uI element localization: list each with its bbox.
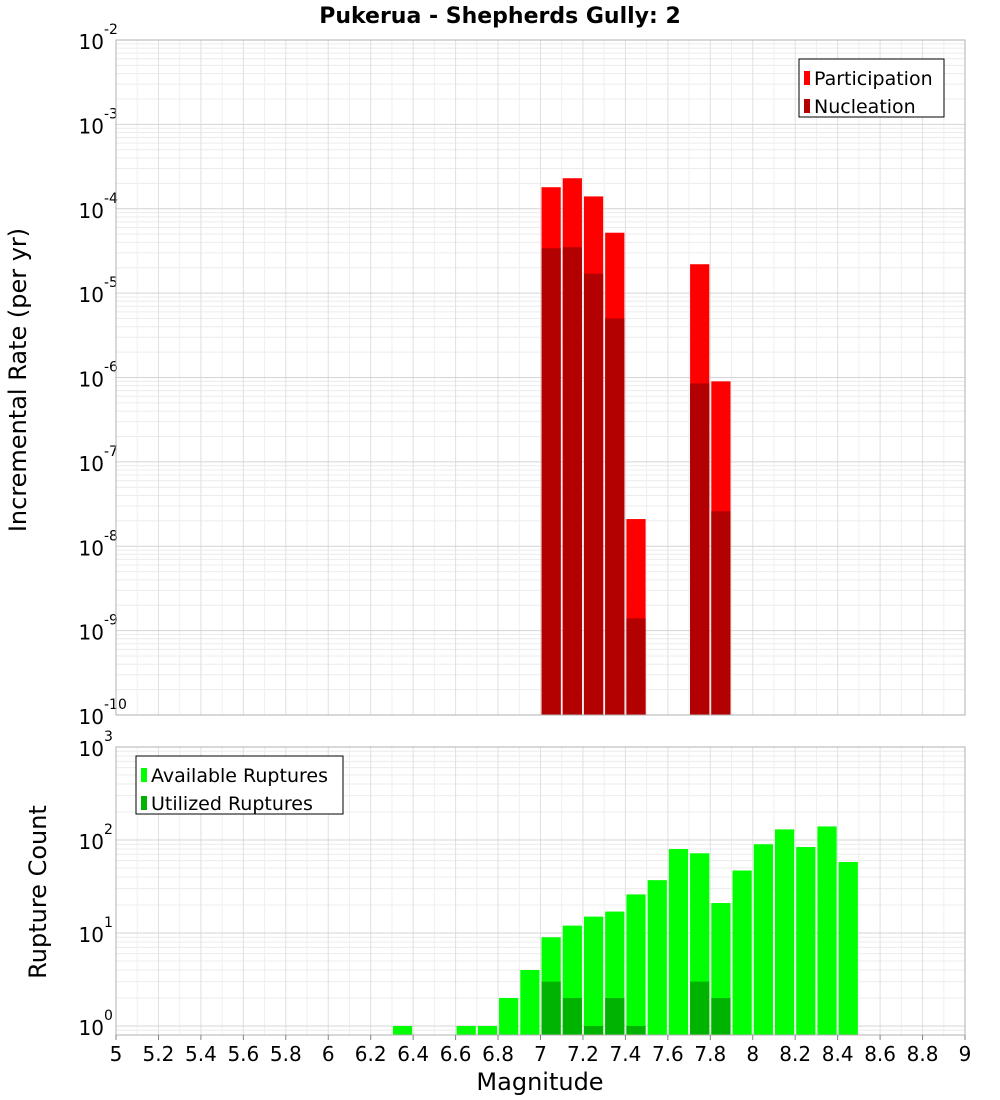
y-tick-exponent: -6: [104, 360, 118, 376]
bar-1: [583, 1025, 604, 1035]
y-tick-label: 10: [79, 199, 104, 223]
y-tick-label: 10: [79, 621, 104, 645]
bottom-y-axis-label: Rupture Count: [24, 805, 52, 979]
y-tick-exponent: -9: [104, 613, 118, 629]
bar-1: [583, 273, 604, 715]
x-tick-label: 8: [746, 1042, 759, 1066]
x-tick-label: 6.8: [482, 1042, 514, 1066]
bar-0: [668, 849, 689, 1035]
bar-1: [541, 981, 561, 1035]
bar-1: [626, 1025, 646, 1035]
bar-1: [626, 618, 646, 715]
bar-0: [732, 870, 752, 1035]
rate-plot: 10-210-310-410-510-610-710-810-910 -10Par…: [79, 22, 966, 729]
y-tick-label: 10: [79, 923, 104, 947]
x-tick-label: 9: [959, 1042, 972, 1066]
x-tick-label: 5.2: [143, 1042, 175, 1066]
y-tick-exponent: 3: [104, 729, 113, 745]
bar-0: [583, 916, 604, 1035]
legend-label: Participation: [814, 68, 933, 90]
legend-label: Utilized Ruptures: [151, 793, 313, 815]
bar-1: [562, 997, 582, 1035]
y-tick-exponent: -4: [104, 191, 118, 207]
y-tick-label: 10: [79, 1016, 104, 1040]
y-tick-label: 10: [79, 283, 104, 307]
x-tick-label: 6: [322, 1042, 335, 1066]
x-tick-label: 7.8: [694, 1042, 726, 1066]
x-tick-label: 8.4: [822, 1042, 854, 1066]
legend: Available Ruptures Utilized Ruptures: [135, 755, 344, 815]
legend-box: [798, 58, 945, 118]
bar-0: [499, 997, 519, 1035]
bar-1: [605, 318, 625, 715]
bar-0: [753, 844, 773, 1035]
x-tick-label: 8.2: [779, 1042, 811, 1066]
legend-swatch: [804, 99, 810, 113]
y-tick-exponent: -10: [104, 697, 127, 713]
plot-frame: [115, 39, 966, 716]
bar-1: [690, 981, 710, 1035]
y-tick-label: 10: [79, 737, 104, 761]
legend-swatch: [141, 768, 147, 782]
legend-swatch: [141, 796, 147, 810]
x-tick-label: 6.6: [440, 1042, 472, 1066]
y-tick-label: 10: [79, 452, 104, 476]
bar-1: [541, 248, 561, 715]
bar-0: [477, 1025, 498, 1035]
y-tick-exponent: 2: [104, 822, 113, 838]
x-tick-label: 8.6: [864, 1042, 896, 1066]
bar-1: [605, 997, 625, 1035]
legend-swatch: [804, 71, 810, 85]
x-tick-label: 6.2: [355, 1042, 387, 1066]
bar-0: [456, 1025, 476, 1035]
x-axis-label: Magnitude: [476, 1068, 603, 1096]
bar-1: [562, 247, 582, 716]
bar-0: [647, 880, 667, 1035]
x-tick-label: 7.6: [652, 1042, 684, 1066]
y-tick-label: 10: [79, 30, 104, 54]
bar-1: [711, 511, 731, 715]
y-tick-exponent: -2: [104, 22, 118, 38]
top-y-axis-label: Incremental Rate (per yr): [4, 228, 32, 532]
legend: Participation Nucleation: [798, 58, 945, 118]
y-tick-exponent: -5: [104, 275, 118, 291]
y-tick-label: 10: [79, 830, 104, 854]
x-tick-label: 8.8: [907, 1042, 939, 1066]
x-tick-label: 7.4: [609, 1042, 641, 1066]
y-tick-label: 10: [79, 114, 104, 138]
x-tick-label: 5.4: [185, 1042, 217, 1066]
y-tick-label: 10: [79, 368, 104, 392]
bar-1: [690, 383, 710, 715]
y-tick-exponent: -7: [104, 444, 118, 460]
bar-0: [520, 969, 540, 1035]
bar-1: [711, 997, 731, 1035]
y-tick-exponent: -8: [104, 528, 118, 544]
legend-box: [135, 755, 344, 815]
legend-label: Nucleation: [814, 96, 916, 118]
chart-title: Pukerua - Shepherds Gully: 2: [319, 4, 681, 29]
bar-0: [392, 1025, 413, 1035]
y-tick-label: 10: [79, 705, 104, 729]
y-tick-label: 10: [79, 536, 104, 560]
bar-0: [796, 847, 816, 1035]
bar-0: [774, 829, 795, 1035]
y-tick-exponent: -3: [104, 106, 118, 122]
bar-0: [838, 861, 858, 1035]
y-tick-exponent: 0: [104, 1008, 113, 1024]
legend-label: Available Ruptures: [151, 765, 328, 787]
x-tick-label: 5.8: [270, 1042, 302, 1066]
x-tick-label: 7: [534, 1042, 547, 1066]
x-tick-label: 5.6: [227, 1042, 259, 1066]
bar-0: [626, 894, 646, 1035]
y-tick-exponent: 1: [104, 915, 113, 931]
x-tick-label: 7.2: [567, 1042, 599, 1066]
x-tick-label: 6.4: [397, 1042, 429, 1066]
bar-0: [817, 826, 837, 1035]
x-tick-label: 5: [110, 1042, 123, 1066]
